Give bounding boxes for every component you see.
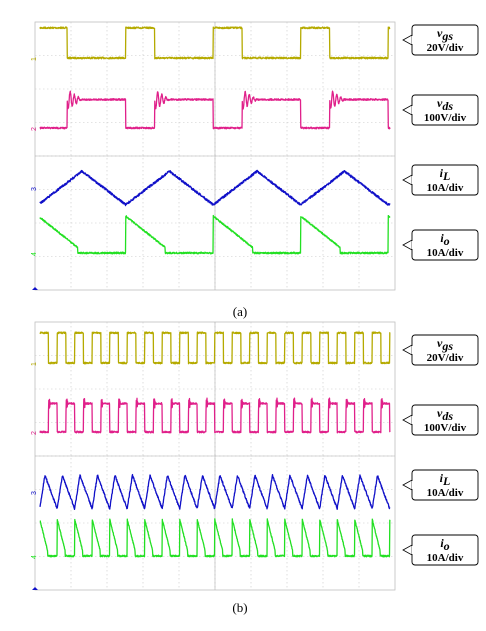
callout-pointer bbox=[402, 34, 413, 46]
panel-caption: (b) bbox=[232, 600, 247, 615]
signal-scale: 100V/div bbox=[424, 422, 467, 434]
trigger-marker bbox=[32, 587, 38, 590]
signal-name: io bbox=[440, 231, 449, 248]
signal-subscript: ds bbox=[442, 99, 453, 113]
callout-pointer bbox=[402, 344, 413, 356]
signal-scale: 10A/div bbox=[427, 247, 464, 259]
trace-v-ds bbox=[39, 90, 391, 130]
signal-name: iL bbox=[440, 166, 451, 183]
signal-scale: 100V/div bbox=[424, 112, 467, 124]
callout-pointer bbox=[402, 104, 413, 116]
signal-name: io bbox=[440, 536, 449, 553]
signal-symbol: i bbox=[440, 471, 444, 485]
scope-traces: 1 2 3 4 bbox=[31, 331, 391, 559]
callout-pointer bbox=[402, 479, 413, 491]
channel-marker: 4 bbox=[31, 555, 38, 559]
trace-i-l bbox=[39, 473, 391, 511]
channel-marker: 3 bbox=[31, 187, 38, 191]
signal-symbol: v bbox=[437, 96, 443, 110]
panel-caption: (a) bbox=[233, 304, 247, 319]
channel-marker: 1 bbox=[31, 57, 38, 61]
callout-pointer bbox=[402, 544, 413, 556]
signal-name: iL bbox=[440, 471, 451, 488]
callout-pointer bbox=[402, 414, 413, 426]
signal-subscript: o bbox=[444, 234, 450, 248]
trace-i-o bbox=[39, 214, 391, 255]
trace-i-o bbox=[39, 518, 391, 558]
channel-marker: 1 bbox=[31, 362, 38, 366]
channel-marker: 3 bbox=[31, 491, 38, 495]
signal-scale: 20V/div bbox=[427, 352, 464, 364]
signal-subscript: L bbox=[442, 474, 450, 488]
signal-symbol: i bbox=[440, 166, 444, 180]
signal-name: vds bbox=[437, 406, 453, 423]
signal-subscript: o bbox=[444, 539, 450, 553]
signal-scale: 10A/div bbox=[427, 552, 464, 564]
trace-v-ds bbox=[39, 397, 391, 434]
channel-marker: 4 bbox=[31, 252, 38, 256]
trace-v-gs bbox=[39, 331, 391, 365]
callout-pointer bbox=[402, 174, 413, 186]
signal-scale: 10A/div bbox=[427, 182, 464, 194]
callout-pointer bbox=[402, 239, 413, 251]
channel-marker: 2 bbox=[31, 127, 38, 131]
signal-subscript: gs bbox=[441, 29, 453, 43]
signal-name: vds bbox=[437, 96, 453, 113]
signal-symbol: v bbox=[437, 406, 443, 420]
signal-subscript: L bbox=[442, 169, 450, 183]
signal-name: vgs bbox=[437, 26, 453, 43]
scope-grid bbox=[32, 22, 395, 290]
signal-name: vgs bbox=[437, 336, 453, 353]
signal-symbol: i bbox=[440, 231, 444, 245]
signal-subscript: gs bbox=[441, 339, 453, 353]
scope-traces: 1 2 3 4 bbox=[31, 26, 391, 256]
signal-symbol: v bbox=[437, 26, 443, 40]
channel-marker: 2 bbox=[31, 431, 38, 435]
signal-symbol: v bbox=[437, 336, 443, 350]
trigger-marker bbox=[32, 287, 38, 290]
signal-symbol: i bbox=[440, 536, 444, 550]
signal-scale: 10A/div bbox=[427, 487, 464, 499]
signal-subscript: ds bbox=[442, 409, 453, 423]
signal-scale: 20V/div bbox=[427, 42, 464, 54]
trace-i-l bbox=[39, 169, 391, 207]
trace-v-gs bbox=[39, 26, 391, 60]
